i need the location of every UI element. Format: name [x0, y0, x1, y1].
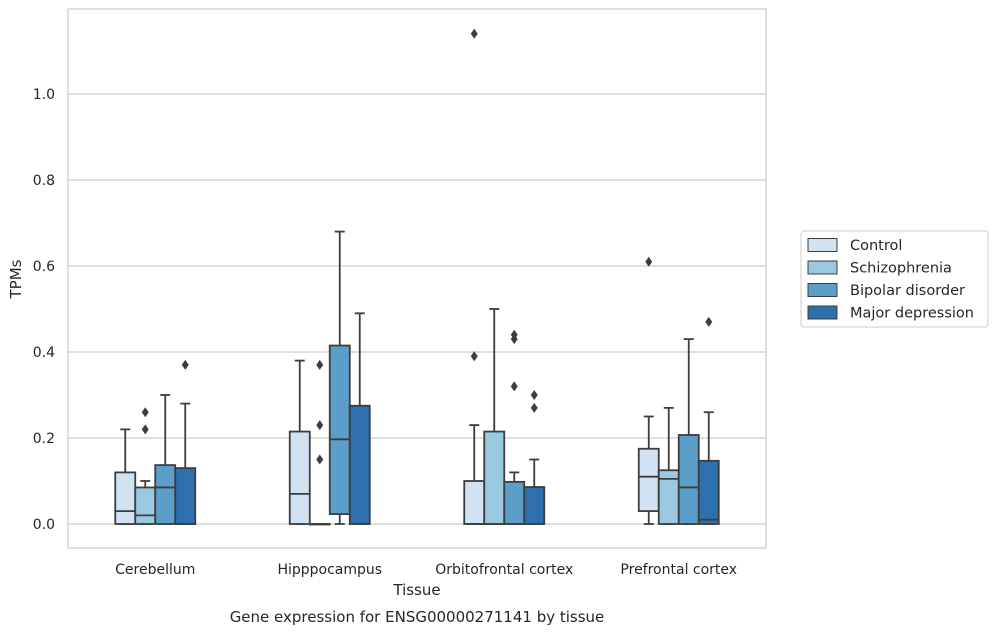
legend-swatch — [807, 283, 838, 297]
box-body — [637, 447, 660, 512]
box-body — [328, 344, 351, 516]
box-control — [288, 359, 311, 525]
box-body — [134, 486, 157, 525]
box-body — [697, 459, 720, 525]
outlier-point — [181, 359, 189, 370]
box-control — [637, 256, 660, 525]
outlier-point — [530, 402, 538, 413]
legend-swatch — [807, 260, 838, 275]
outlier-point — [705, 316, 713, 327]
y-tick-label: 0.4 — [33, 345, 55, 361]
box-schizophrenia — [134, 407, 157, 525]
box-bipolar-disorder — [677, 338, 700, 525]
legend-label: Control — [850, 238, 902, 254]
box-schizophrenia — [483, 308, 506, 525]
box-body — [154, 464, 177, 525]
legend-label: Schizophrenia — [850, 261, 952, 277]
box-bipolar-disorder — [328, 230, 351, 525]
legend-frame — [800, 230, 989, 328]
box-major-depression — [523, 390, 546, 525]
box-major-depression — [348, 312, 371, 525]
y-tick-labels: 0.0 0.2 0.4 0.6 0.8 1.0 — [33, 87, 55, 533]
box-body — [174, 467, 197, 525]
box-major-depression — [697, 316, 720, 525]
outlier-point — [470, 28, 478, 39]
outlier-point — [316, 454, 324, 465]
y-tick-label: 0.6 — [33, 259, 55, 275]
box-body — [348, 404, 371, 525]
x-tick-label: Prefrontal cortex — [620, 562, 737, 578]
y-tick-label: 0.0 — [33, 517, 55, 533]
outlier-point — [470, 351, 478, 362]
box-body — [677, 434, 700, 525]
box-body — [114, 471, 137, 525]
outlier-point — [141, 407, 149, 418]
chart-caption: Gene expression for ENSG00000271141 by t… — [230, 608, 605, 626]
box-bipolar-disorder — [503, 329, 526, 525]
grid-lines — [68, 93, 766, 525]
box-body — [503, 480, 526, 525]
y-axis-title: TPMs — [7, 259, 25, 299]
x-axis-title: Tissue — [392, 581, 440, 599]
y-tick-label: 0.8 — [33, 173, 55, 189]
legend-label: Major depression — [850, 306, 974, 322]
x-tick-label: Orbitofrontal cortex — [435, 562, 573, 578]
outlier-point — [645, 256, 653, 267]
legend: Control Schizophrenia Bipolar disorder Majo… — [800, 230, 989, 328]
box-body — [483, 430, 506, 525]
box-schizophrenia — [657, 406, 680, 525]
x-tick-label: Cerebellum — [115, 562, 195, 578]
box-schizophrenia — [308, 359, 331, 526]
y-tick-label: 0.2 — [33, 431, 55, 447]
outlier-point — [530, 390, 538, 400]
legend-label: Bipolar disorder — [850, 283, 965, 299]
x-tick-labels: Cerebellum Hipppocampus Orbitofrontal cort… — [115, 562, 737, 578]
box-bipolar-disorder — [154, 394, 177, 525]
outlier-point — [510, 329, 518, 340]
outlier-point — [316, 359, 324, 370]
legend-swatch — [807, 238, 838, 252]
box-plots — [114, 28, 720, 526]
outlier-point — [141, 424, 149, 435]
box-body — [463, 480, 486, 525]
plot-frame — [67, 8, 767, 549]
box-body — [288, 430, 311, 525]
box-control — [114, 428, 137, 525]
outlier-point — [510, 381, 518, 392]
legend-swatch — [807, 305, 838, 320]
x-tick-label: Hipppocampus — [277, 562, 382, 578]
y-tick-label: 1.0 — [33, 87, 55, 103]
box-major-depression — [174, 359, 197, 525]
box-control — [463, 28, 486, 525]
box-body — [523, 486, 546, 525]
outlier-point — [316, 420, 324, 431]
